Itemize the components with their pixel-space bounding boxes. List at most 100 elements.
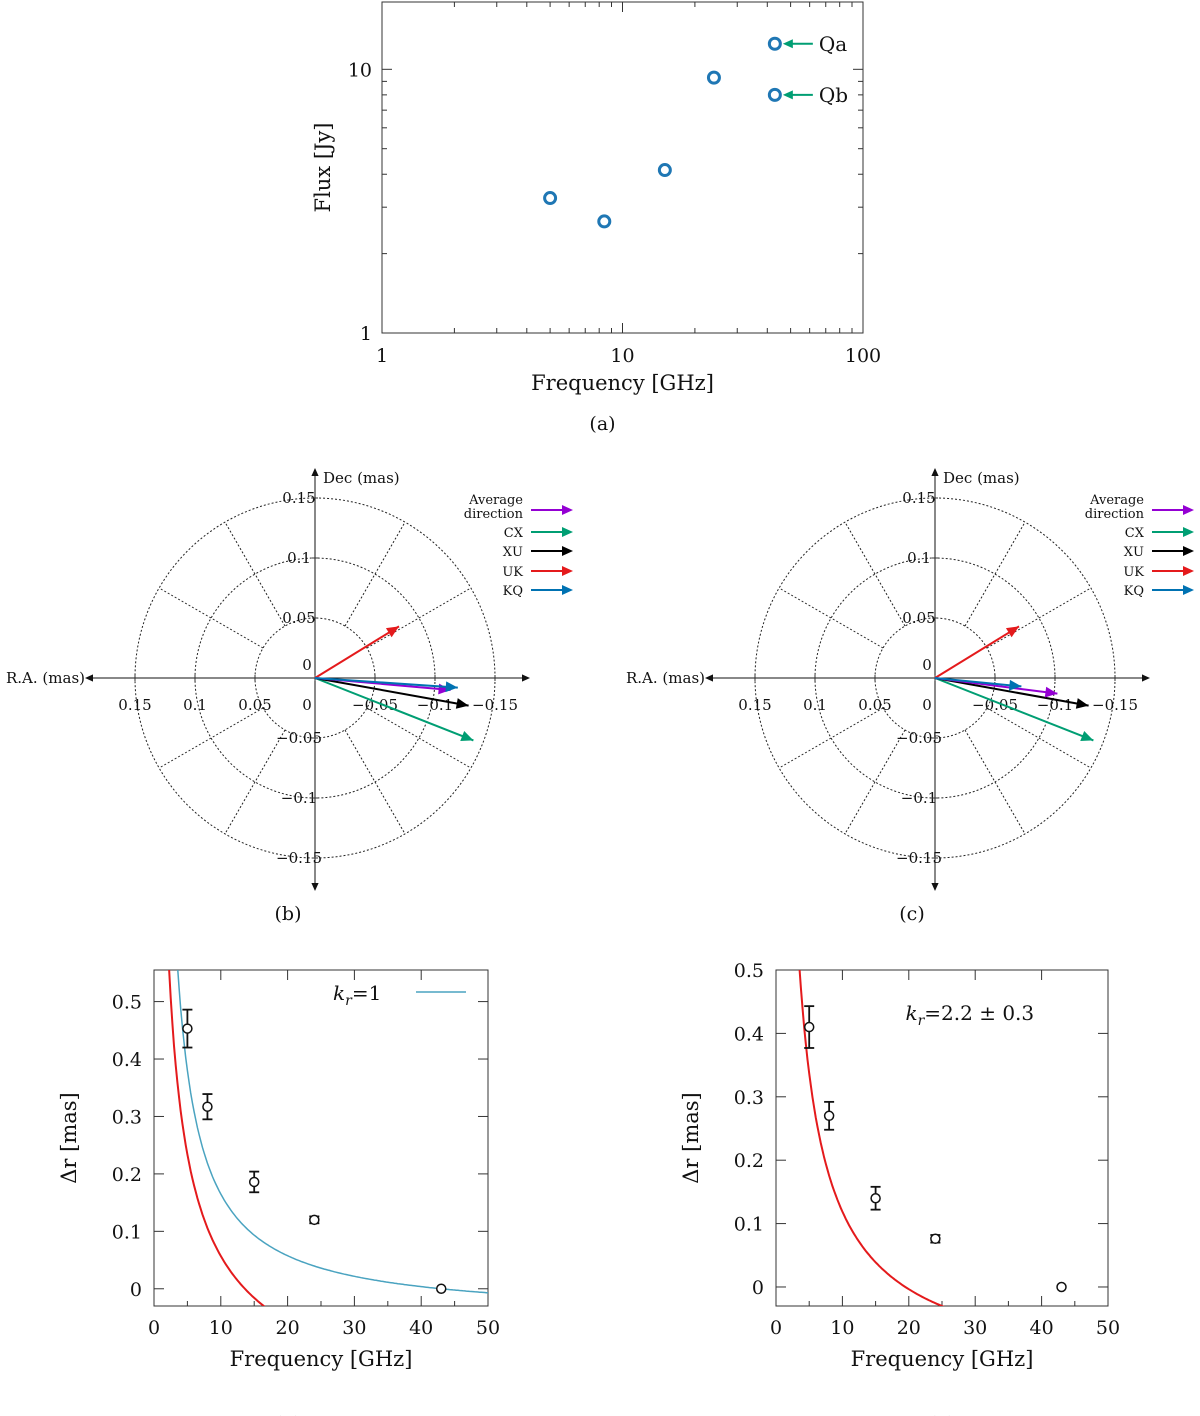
x-tick-label: 40	[1030, 1317, 1054, 1339]
fit-curve	[798, 970, 945, 1306]
legend-swatch-head	[1183, 527, 1194, 537]
data-point	[597, 214, 612, 229]
ra-tick-label: 0	[922, 696, 932, 714]
data-point	[182, 1023, 193, 1034]
polar-spoke	[844, 521, 906, 627]
y-tick-label: 0.2	[112, 1164, 142, 1186]
shift-vector-head	[455, 698, 469, 709]
polar-spoke	[986, 587, 1092, 649]
plot-frame	[153, 969, 489, 1307]
shift-vector	[314, 625, 400, 679]
legend-swatch-head	[1183, 585, 1194, 595]
dec-tick-label: 0	[922, 656, 932, 674]
ra-axis-arrow-right	[1142, 674, 1150, 682]
panel-d-core-shift-fit: 0 10 20 30 40 50 0 0.1 0.2 0.3 0.4 0.5 Frequency [GH…	[57, 969, 500, 1416]
ra-tick-label: 0.05	[858, 696, 891, 714]
ra-tick-label: 0.1	[183, 696, 207, 714]
dec-tick-label: −0.15	[276, 849, 322, 867]
panel-caption: (d)	[275, 1413, 302, 1416]
legend-label: UK	[502, 565, 523, 580]
dec-tick-label: −0.05	[276, 729, 322, 747]
dec-tick-label: −0.05	[896, 729, 942, 747]
data-point	[706, 70, 721, 85]
dec-axis-arrow-down	[311, 883, 319, 891]
shift-vector	[934, 625, 1020, 679]
shift-vector	[314, 677, 474, 742]
legend-label: Average	[468, 493, 523, 508]
dec-tick-label: −0.1	[281, 789, 317, 807]
data-point	[823, 1110, 835, 1122]
panel-a-flux-spectrum: 1 10 100 1 10 Frequency [GHz] Flux [Jy] Qa Qb (a)	[311, 1, 881, 435]
shift-vector-head	[1075, 698, 1089, 709]
legend-label: CX	[504, 526, 524, 541]
ra-tick-label: 0.15	[118, 696, 151, 714]
y-tick-label: 0.3	[734, 1087, 764, 1109]
dec-tick-label: 0.05	[282, 609, 315, 627]
ra-axis-arrow-left	[85, 674, 93, 682]
y-axis-label: Flux [Jy]	[311, 123, 335, 213]
data-point	[767, 87, 782, 102]
legend-swatch-head	[562, 527, 573, 537]
y-tick-label: 10	[348, 59, 372, 81]
legend-label: XU	[503, 545, 523, 560]
data-point	[803, 1021, 815, 1033]
legend-swatch-head	[562, 566, 573, 576]
ra-tick-label: 0.15	[738, 696, 771, 714]
data-point	[248, 1176, 260, 1188]
legend-swatch-head	[562, 546, 573, 556]
x-tick-label: 30	[963, 1317, 987, 1339]
shift-vector	[934, 677, 1094, 742]
panel-c-polar-shifts: R.A. (mas) Dec (mas) 0.15 0.1 0.05 0 −0.05 −0.1…	[626, 468, 1194, 925]
dec-tick-label: −0.15	[896, 849, 942, 867]
legend-swatch-head	[1183, 505, 1194, 515]
dec-tick-label: 0.15	[902, 489, 935, 507]
legend-label: KQ	[503, 584, 523, 599]
legend-label: direction	[464, 507, 524, 522]
point-annotation: Qa	[819, 32, 847, 56]
dec-axis-arrow-up	[931, 468, 939, 476]
fit-annotation: kr=2.2 ± 0.3	[905, 1001, 1034, 1029]
shift-vector	[934, 677, 1089, 707]
data-point	[767, 36, 782, 51]
dec-tick-label: 0.15	[282, 489, 315, 507]
ra-axis-arrow-left	[705, 674, 713, 682]
y-tick-label: 0.5	[112, 992, 142, 1014]
x-tick-label: 0	[770, 1317, 782, 1339]
annotation-arrowhead	[782, 90, 793, 100]
legend-swatch-head	[562, 585, 573, 595]
y-tick-label: 0.1	[734, 1214, 764, 1236]
ra-tick-label: 0.05	[238, 696, 271, 714]
x-tick-label: 1	[376, 345, 388, 367]
legend-label: direction	[1085, 507, 1145, 522]
legend-swatch-head	[1183, 566, 1194, 576]
y-tick-label: 0.4	[112, 1049, 142, 1071]
ra-tick-label: −0.15	[472, 696, 518, 714]
x-tick-label: 10	[610, 345, 634, 367]
dec-tick-label: 0	[302, 656, 312, 674]
y-axis-label: Δr [mas]	[679, 1092, 703, 1183]
data-point	[202, 1101, 213, 1112]
x-tick-label: 50	[476, 1317, 500, 1339]
panel-caption: (b)	[275, 903, 302, 925]
curves	[798, 970, 945, 1306]
x-axis-label: Frequency [GHz]	[230, 1347, 413, 1371]
x-tick-label: 50	[1096, 1317, 1120, 1339]
polar-spoke	[366, 587, 472, 649]
legend-swatch-head	[562, 505, 573, 515]
ra-tick-label: −0.05	[352, 696, 398, 714]
y-tick-label: 0.5	[734, 960, 764, 982]
panel-caption: (a)	[589, 413, 615, 435]
y-tick-label: 1	[360, 323, 372, 345]
shift-vector-head	[1005, 626, 1019, 638]
polar-spoke	[778, 587, 884, 649]
ra-tick-label: 0	[302, 696, 312, 714]
ra-tick-label: 0.1	[803, 696, 827, 714]
dec-tick-label: 0.1	[287, 549, 311, 567]
curves	[168, 970, 488, 1306]
data-point	[930, 1233, 941, 1245]
point-annotation: Qb	[819, 83, 848, 107]
fit-curve	[168, 970, 266, 1306]
shift-vector	[314, 677, 469, 707]
polar-spoke	[224, 729, 286, 835]
